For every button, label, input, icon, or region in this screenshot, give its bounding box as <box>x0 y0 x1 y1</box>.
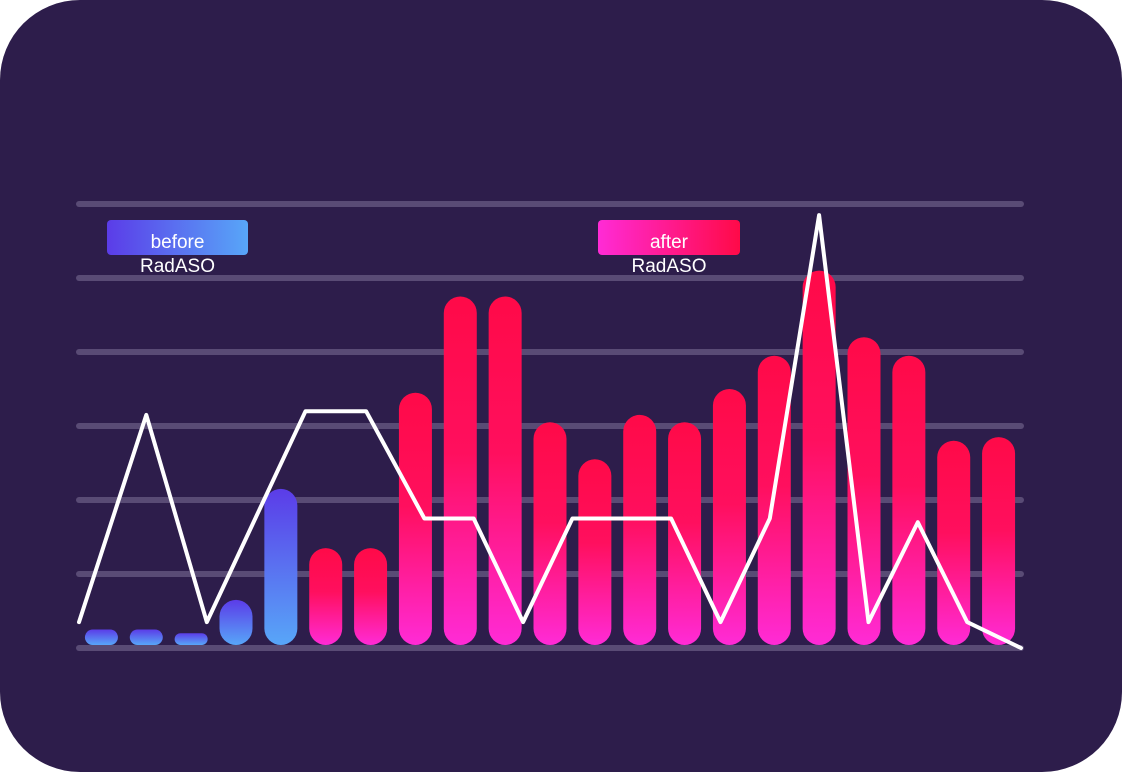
bar-after-7 <box>354 548 388 645</box>
legend-after-badge <box>598 220 740 255</box>
legend-before-sublabel: RadASO <box>140 256 215 277</box>
bar-after-10 <box>488 296 522 645</box>
bar-before-1 <box>84 629 118 645</box>
bar-after-15 <box>712 389 746 645</box>
bar-after-12 <box>578 459 612 645</box>
bar-after-6 <box>309 548 343 645</box>
bars-layer <box>84 270 1016 645</box>
bar-before-5 <box>264 488 298 645</box>
legend-before-badge <box>107 220 248 255</box>
bar-after-13 <box>623 414 657 645</box>
bar-before-4 <box>219 599 253 645</box>
line-layer <box>77 213 1023 650</box>
bar-after-19 <box>892 355 926 645</box>
bar-before-3 <box>174 633 208 645</box>
bar-after-17 <box>802 270 836 645</box>
legend-before: before RadASO <box>107 220 248 277</box>
bar-after-14 <box>668 422 702 645</box>
bar-after-9 <box>443 296 477 645</box>
legend-before-label: before <box>151 232 205 253</box>
legend-after-label: after <box>650 232 689 253</box>
legend-after-sublabel: RadASO <box>632 256 707 277</box>
bar-after-11 <box>533 422 567 645</box>
bar-after-20 <box>937 440 971 645</box>
bar-after-8 <box>398 392 432 645</box>
bar-after-18 <box>847 337 881 645</box>
bar-after-21 <box>982 437 1016 645</box>
trend-line <box>77 213 1023 650</box>
legend-after: after RadASO <box>598 220 740 277</box>
bar-before-2 <box>129 629 163 645</box>
